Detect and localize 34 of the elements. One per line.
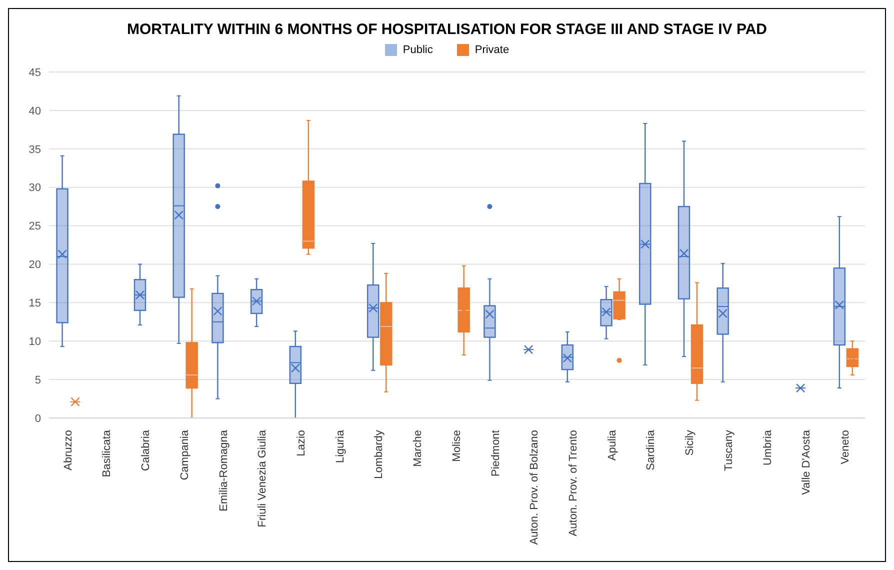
x-tick-label: Basilicata [101, 429, 114, 478]
x-tick-label: Emilia-Romagna [218, 429, 230, 512]
y-tick-label: 35 [28, 144, 41, 156]
x-tick-label: Umbria [762, 429, 774, 466]
x-tick-label: Sardinia [645, 429, 658, 470]
chart-title: MORTALITY WITHIN 6 MONTHS OF HOSPITALISATION FOR STAGE III AND STAGE IV PAD [126, 21, 768, 38]
x-tick-label: Marche [412, 430, 424, 467]
y-tick-label: 5 [34, 374, 41, 386]
x-tick-label: Tuscany [722, 430, 735, 472]
x-tick-label: Sicily [684, 430, 696, 456]
x-tick-label: Auton. Prov. of Bolzano [528, 430, 541, 545]
x-tick-label: Friuli Venezia Giulia [256, 429, 269, 528]
x-tick-label: Calabria [140, 429, 152, 471]
x-tick-label: Valle D'Aosta [800, 429, 813, 495]
y-tick-label: 30 [28, 182, 41, 194]
x-tick-label: Auton. Prov. of Trento [567, 430, 580, 536]
y-tick-label: 40 [28, 105, 41, 118]
x-tick-label: Molise [450, 430, 463, 462]
x-tick-label: Veneto [839, 430, 852, 464]
x-tick-label: Liguria [334, 429, 346, 464]
legend-label: Public [402, 44, 433, 56]
x-tick-label: Piedmont [490, 430, 502, 476]
x-tick-label: Lombardy [373, 430, 386, 479]
y-tick-label: 20 [28, 259, 41, 272]
legend-label: Private [474, 44, 510, 56]
y-tick-label: 15 [28, 298, 41, 310]
x-tick-label: Lazio [295, 430, 308, 456]
x-tick-label: Campania [178, 429, 191, 480]
y-tick-label: 45 [28, 66, 41, 79]
y-tick-label: 0 [34, 412, 41, 425]
x-tick-label: Abruzzo [62, 430, 74, 470]
y-tick-label: 10 [28, 336, 41, 348]
y-tick-label: 25 [28, 220, 41, 233]
x-tick-label: Apulia [606, 429, 618, 461]
